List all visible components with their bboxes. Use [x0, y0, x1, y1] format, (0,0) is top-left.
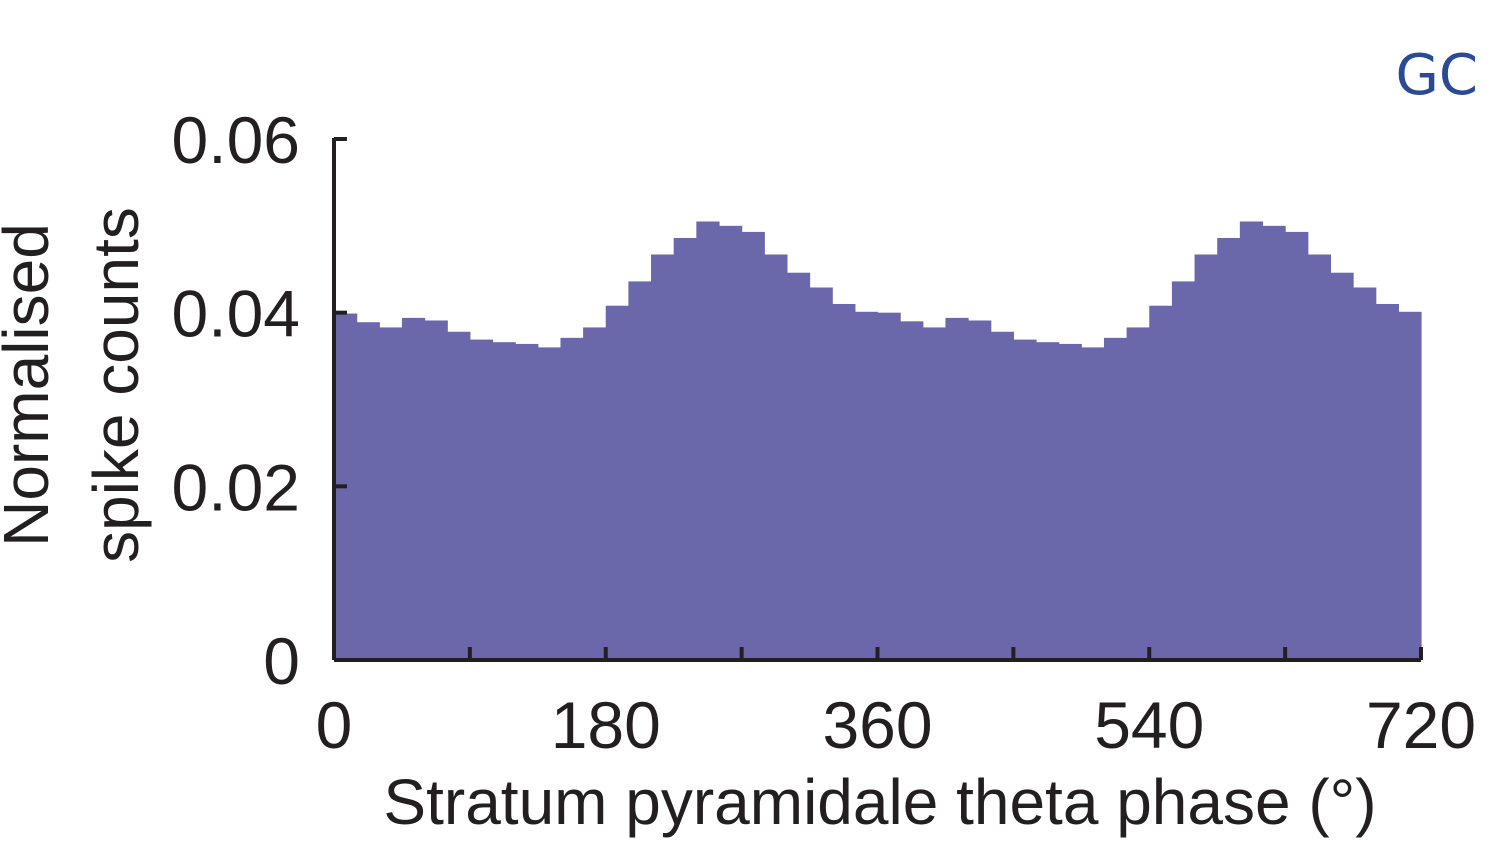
- histogram-bar: [764, 254, 788, 660]
- histogram-bar: [673, 237, 697, 661]
- histogram-bar: [696, 221, 720, 660]
- tick-labels-layer: 0 0.02 0.04 0.06 0 180 360 540 720: [172, 103, 1477, 762]
- histogram-bar: [968, 320, 992, 660]
- y-tick-label: 0.04: [172, 277, 300, 351]
- ticks-layer: [332, 137, 1423, 662]
- histogram-bar: [1398, 311, 1422, 660]
- x-tick-label: 360: [822, 688, 932, 762]
- x-axis-title: Stratum pyramidale theta phase (°): [383, 766, 1376, 838]
- histogram-bar: [1103, 337, 1128, 660]
- histogram-bar: [628, 281, 652, 660]
- histogram-bar: [741, 231, 765, 660]
- y-axis-title: Normalised spike counts: [0, 207, 152, 563]
- histogram-bar: [379, 327, 403, 660]
- histogram-bar: [560, 337, 584, 660]
- x-tick-label: 720: [1366, 688, 1476, 762]
- histogram-bar: [1194, 254, 1218, 660]
- histogram-bar: [537, 347, 562, 660]
- histogram-bar: [1036, 342, 1060, 660]
- histogram-bar: [1285, 231, 1309, 660]
- y-tick-label: 0.02: [172, 450, 300, 524]
- histogram-bar: [1217, 237, 1241, 661]
- histogram-bar: [515, 343, 539, 660]
- x-tick-label: 540: [1094, 688, 1204, 762]
- histogram-bar: [1353, 287, 1377, 660]
- histogram-bar: [1081, 347, 1105, 660]
- histogram-bar: [401, 317, 426, 660]
- histogram-bar: [447, 331, 471, 660]
- histogram-bar: [1058, 343, 1082, 660]
- histogram-bar: [1149, 305, 1173, 660]
- histogram-bar: [945, 317, 969, 660]
- histogram-bar: [356, 322, 380, 660]
- histogram-bar: [854, 311, 879, 660]
- histogram-bar: [469, 339, 494, 660]
- histogram-bar: [1262, 225, 1286, 661]
- y-tick-label: 0.06: [172, 103, 300, 177]
- x-tick-label: 180: [551, 688, 661, 762]
- histogram-bar: [877, 312, 901, 660]
- histogram-bar: [1239, 221, 1264, 660]
- y-tick-label: 0: [263, 624, 300, 698]
- histogram-bar: [583, 327, 607, 660]
- histogram-bar: [1126, 327, 1150, 660]
- histogram-bar: [1171, 281, 1196, 660]
- histogram-bar: [492, 342, 516, 660]
- x-tick-label: 0: [316, 688, 353, 762]
- histogram-bar: [424, 320, 448, 660]
- histogram-bar: [1013, 339, 1037, 660]
- histogram-bar: [809, 287, 833, 660]
- histogram-bar: [832, 303, 856, 660]
- histogram-bar: [605, 305, 629, 660]
- histogram-bar: [786, 272, 811, 660]
- bars-layer: [334, 221, 1422, 661]
- histogram-bar: [1330, 272, 1354, 660]
- y-axis-title-line-1: Normalised: [0, 223, 62, 547]
- y-axis-title-line-2: spike counts: [80, 207, 152, 563]
- histogram-bar: [922, 327, 947, 660]
- panel-label: GC: [1396, 43, 1479, 108]
- histogram-bar: [900, 321, 924, 660]
- histogram-bar: [1307, 254, 1332, 660]
- histogram-bar: [990, 331, 1014, 660]
- histogram-bar: [718, 225, 743, 661]
- histogram-bar: [651, 254, 675, 660]
- histogram-bar: [1375, 303, 1399, 660]
